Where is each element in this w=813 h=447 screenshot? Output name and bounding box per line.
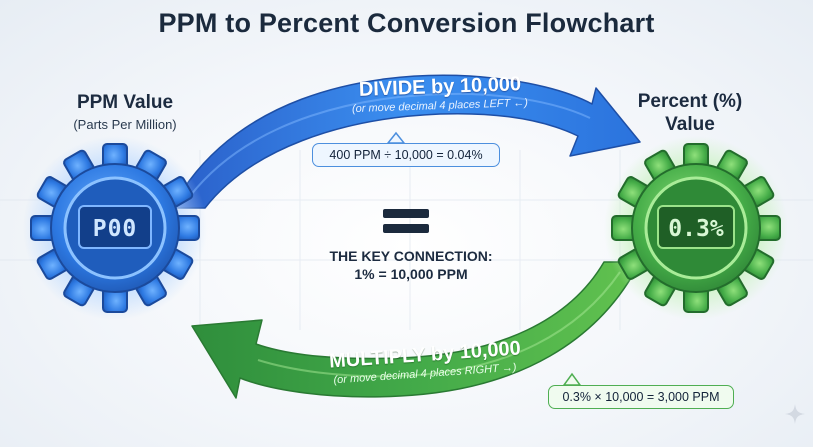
equals-icon — [383, 209, 429, 233]
ppm-node-title: PPM Value — [76, 92, 174, 113]
sparkle-icon — [785, 404, 805, 424]
percent-gear-display: 0.3% — [668, 216, 724, 242]
ppm-node-subtitle: (Parts Per Million) — [73, 117, 177, 132]
divide-arrow — [171, 74, 641, 209]
percent-node-title: Percent (%) Value — [637, 91, 743, 135]
multiply-callout-pointer — [562, 372, 582, 386]
multiply-arrow — [191, 261, 641, 399]
key-connection-label: THE KEY CONNECTION: — [329, 248, 493, 264]
ppm-gear-display: P00 — [92, 216, 138, 242]
ppm-gear — [23, 136, 207, 320]
page-title: PPM to Percent Conversion Flowchart — [158, 8, 655, 38]
divide-example-callout: 400 PPM ÷ 10,000 = 0.04% — [312, 143, 500, 167]
key-connection-value: 1% = 10,000 PPM — [354, 266, 468, 282]
divide-callout-pointer — [386, 131, 406, 144]
percent-gear — [604, 136, 788, 320]
multiply-example-callout: 0.3% × 10,000 = 3,000 PPM — [548, 385, 734, 409]
